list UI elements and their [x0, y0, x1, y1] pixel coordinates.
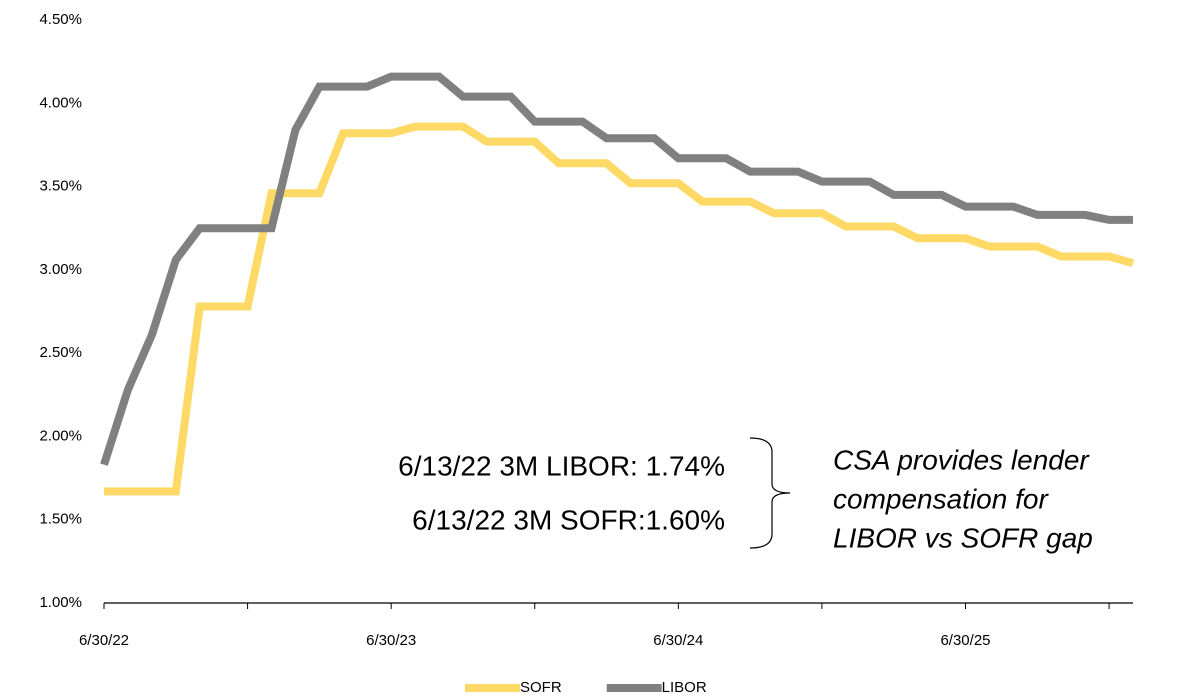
y-tick-label: 1.00%	[39, 594, 82, 611]
x-tick-label: 6/30/24	[653, 632, 703, 649]
annotation: 6/13/22 3M SOFR:1.60%	[412, 504, 725, 535]
y-tick-label: 2.50%	[39, 344, 82, 361]
x-tick-label: 6/30/25	[940, 632, 990, 649]
y-tick-label: 4.00%	[39, 94, 82, 111]
x-tick-label: 6/30/23	[366, 632, 416, 649]
note: compensation for	[833, 483, 1049, 514]
legend-label: SOFR	[520, 679, 562, 696]
note: LIBOR vs SOFR gap	[833, 522, 1093, 553]
y-tick-label: 3.00%	[39, 261, 82, 278]
y-tick-label: 3.50%	[39, 178, 82, 195]
series-line	[100, 72, 1133, 466]
y-tick-label: 2.00%	[39, 427, 82, 444]
y-tick-label: 4.50%	[39, 11, 82, 28]
annotation: 6/13/22 3M LIBOR: 1.74%	[398, 450, 725, 481]
series-line	[104, 122, 1135, 496]
bracket	[749, 437, 791, 549]
note: CSA provides lender	[833, 444, 1090, 475]
legend-label: LIBOR	[662, 679, 707, 696]
y-tick-label: 1.50%	[39, 511, 82, 528]
x-tick-label: 6/30/22	[79, 632, 129, 649]
